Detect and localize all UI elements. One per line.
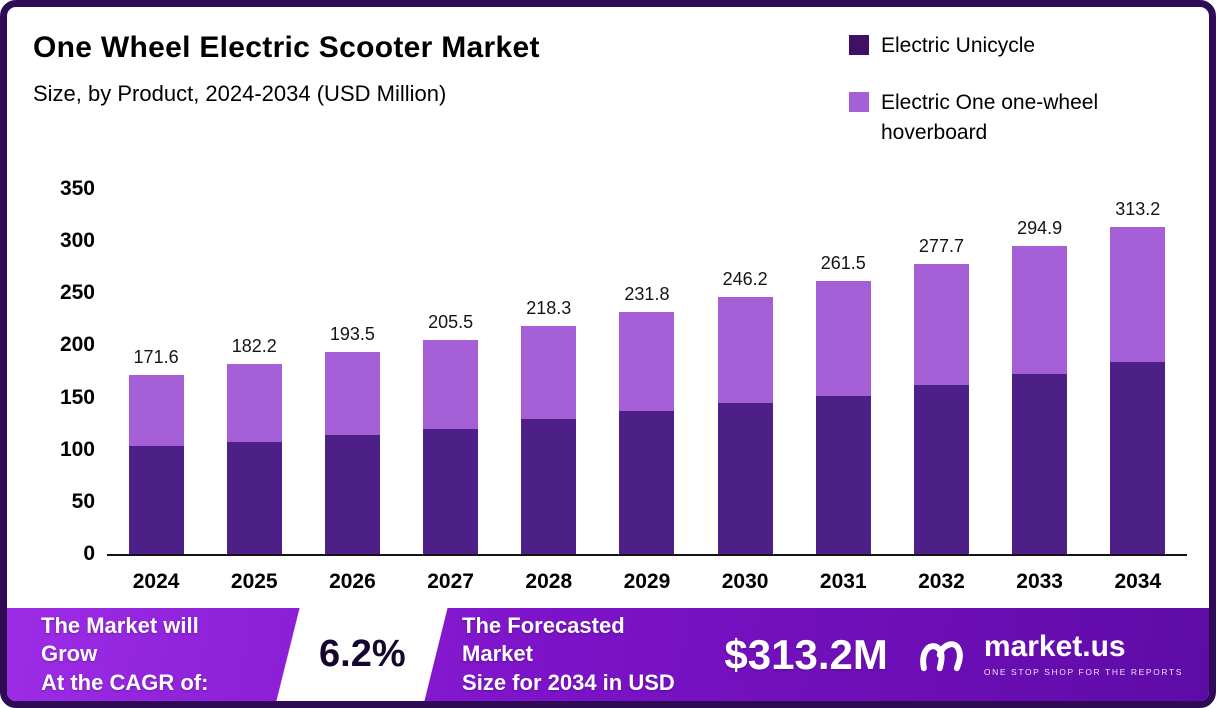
bar-segment-unicycle xyxy=(913,385,969,554)
y-axis-tick-label: 50 xyxy=(71,489,95,513)
bar-total-label: 277.7 xyxy=(918,236,964,257)
bar-total-label: 171.6 xyxy=(133,347,179,368)
chart-legend: Electric Unicycle Electric One one-wheel… xyxy=(849,31,1169,175)
x-axis-label: 2033 xyxy=(1016,570,1063,593)
bar-segment-hoverboard xyxy=(1012,246,1068,374)
bar-segment-hoverboard xyxy=(619,312,675,412)
bar-segment-unicycle xyxy=(1012,373,1068,554)
x-axis-label: 2030 xyxy=(721,570,769,593)
x-axis-label: 2029 xyxy=(623,570,671,593)
marketus-swirl-icon xyxy=(920,640,963,671)
footer-banner: The Market will Grow At the CAGR of: 6.2… xyxy=(7,608,1209,701)
bar-segment-unicycle xyxy=(1110,362,1166,554)
growth-line2: At the CAGR of: xyxy=(41,669,209,695)
brand-name: market.us xyxy=(983,630,1126,663)
bar-segment-unicycle xyxy=(128,445,184,554)
bar-segment-hoverboard xyxy=(423,339,479,429)
bar-segment-hoverboard xyxy=(913,264,969,386)
forecast-text: The Forecasted Market Size for 2034 in U… xyxy=(462,612,698,698)
page-subtitle: Size, by Product, 2024-2034 (USD Million… xyxy=(33,81,447,106)
bar-group: 277.7 xyxy=(910,236,972,554)
bar-segment-unicycle xyxy=(423,428,479,554)
bar-segment-hoverboard xyxy=(226,364,282,443)
bar-group: 182.2 xyxy=(223,336,285,554)
y-axis-tick-label: 150 xyxy=(59,385,95,409)
bar-total-label: 246.2 xyxy=(722,269,768,290)
brand-text: market.us ONE STOP SHOP FOR THE REPORTS xyxy=(983,630,1183,678)
bar-group: 313.2 xyxy=(1107,199,1169,554)
bar-segment-hoverboard xyxy=(324,352,380,436)
y-axis-tick-label: 300 xyxy=(59,229,95,253)
bar-total-label: 261.5 xyxy=(820,253,866,274)
bar-group: 294.9 xyxy=(1009,218,1071,554)
cagr-highlight: 6.2% xyxy=(276,608,448,701)
brand-tagline: ONE STOP SHOP FOR THE REPORTS xyxy=(983,667,1183,677)
bar-total-label: 294.9 xyxy=(1017,218,1063,239)
bar-segment-unicycle xyxy=(717,402,773,554)
growth-line1: The Market will Grow xyxy=(41,612,199,667)
y-axis-tick-label: 350 xyxy=(59,177,95,200)
legend-swatch-hoverboard xyxy=(849,92,869,113)
header: One Wheel Electric Scooter Market Size, … xyxy=(33,31,540,107)
bar-group: 171.6 xyxy=(125,347,187,554)
bar-group: 261.5 xyxy=(812,253,874,554)
x-axis-label: 2025 xyxy=(230,570,278,593)
bar-group: 193.5 xyxy=(321,324,383,554)
y-axis-tick-label: 100 xyxy=(59,437,95,461)
y-axis-tick-label: 200 xyxy=(59,333,95,357)
bar-group: 218.3 xyxy=(518,298,580,554)
x-axis-label: 2034 xyxy=(1114,570,1162,593)
x-axis-label: 2027 xyxy=(427,570,474,593)
bar-segment-hoverboard xyxy=(1110,227,1166,363)
x-axis-label: 2028 xyxy=(525,570,573,593)
brand-logo: market.us ONE STOP SHOP FOR THE REPORTS xyxy=(916,631,1183,679)
plot-area: 171.6 182.2 193.5 205.5 218.3 231.8 246.2 261.5… xyxy=(107,189,1187,556)
bar-segment-unicycle xyxy=(521,419,577,554)
bar-total-label: 313.2 xyxy=(1115,199,1161,220)
legend-label-hoverboard: Electric One one-wheel hoverboard xyxy=(881,91,1099,144)
x-axis-label: 2031 xyxy=(819,570,867,593)
y-axis-tick-label: 0 xyxy=(83,542,95,565)
y-axis: 0 50 100 150 200 250 300 350 xyxy=(27,177,95,565)
bar-segment-unicycle xyxy=(815,395,871,554)
x-axis-label: 2026 xyxy=(329,570,376,593)
x-axis-labels: 2024 2025 2026 2027 2028 2029 2030 2031 2032 2033… xyxy=(107,570,1187,594)
bar-segment-hoverboard xyxy=(128,375,184,446)
legend-item-unicycle: Electric Unicycle xyxy=(849,31,1169,60)
x-axis-label: 2032 xyxy=(918,570,965,593)
page-title: One Wheel Electric Scooter Market xyxy=(33,31,540,64)
bar-group: 231.8 xyxy=(616,284,678,554)
legend-label-unicycle: Electric Unicycle xyxy=(881,34,1036,57)
bar-segment-unicycle xyxy=(226,442,282,554)
bar-segment-hoverboard xyxy=(717,297,773,403)
x-axis-label: 2024 xyxy=(132,570,180,593)
cagr-value: 6.2% xyxy=(318,633,406,675)
bar-total-label: 193.5 xyxy=(329,324,375,345)
growth-text: The Market will Grow At the CAGR of: xyxy=(41,612,258,698)
bar-group: 205.5 xyxy=(420,312,482,554)
bar-segment-hoverboard xyxy=(815,281,871,396)
legend-item-hoverboard: Electric One one-wheel hoverboard xyxy=(849,88,1169,147)
bar-segment-unicycle xyxy=(619,411,675,554)
bar-total-label: 182.2 xyxy=(231,336,277,356)
forecast-line2: Size for 2034 in USD xyxy=(462,669,675,695)
bar-total-label: 231.8 xyxy=(624,284,670,305)
bar-group: 246.2 xyxy=(714,269,776,554)
bar-segment-unicycle xyxy=(324,435,380,554)
bar-segment-hoverboard xyxy=(521,326,577,420)
bar-total-label: 218.3 xyxy=(526,298,572,319)
forecast-value: $313.2M xyxy=(724,630,888,678)
legend-swatch-unicycle xyxy=(849,35,869,55)
bar-total-label: 205.5 xyxy=(428,311,474,332)
y-axis-tick-label: 250 xyxy=(59,281,95,305)
forecast-line1: The Forecasted Market xyxy=(462,612,625,667)
